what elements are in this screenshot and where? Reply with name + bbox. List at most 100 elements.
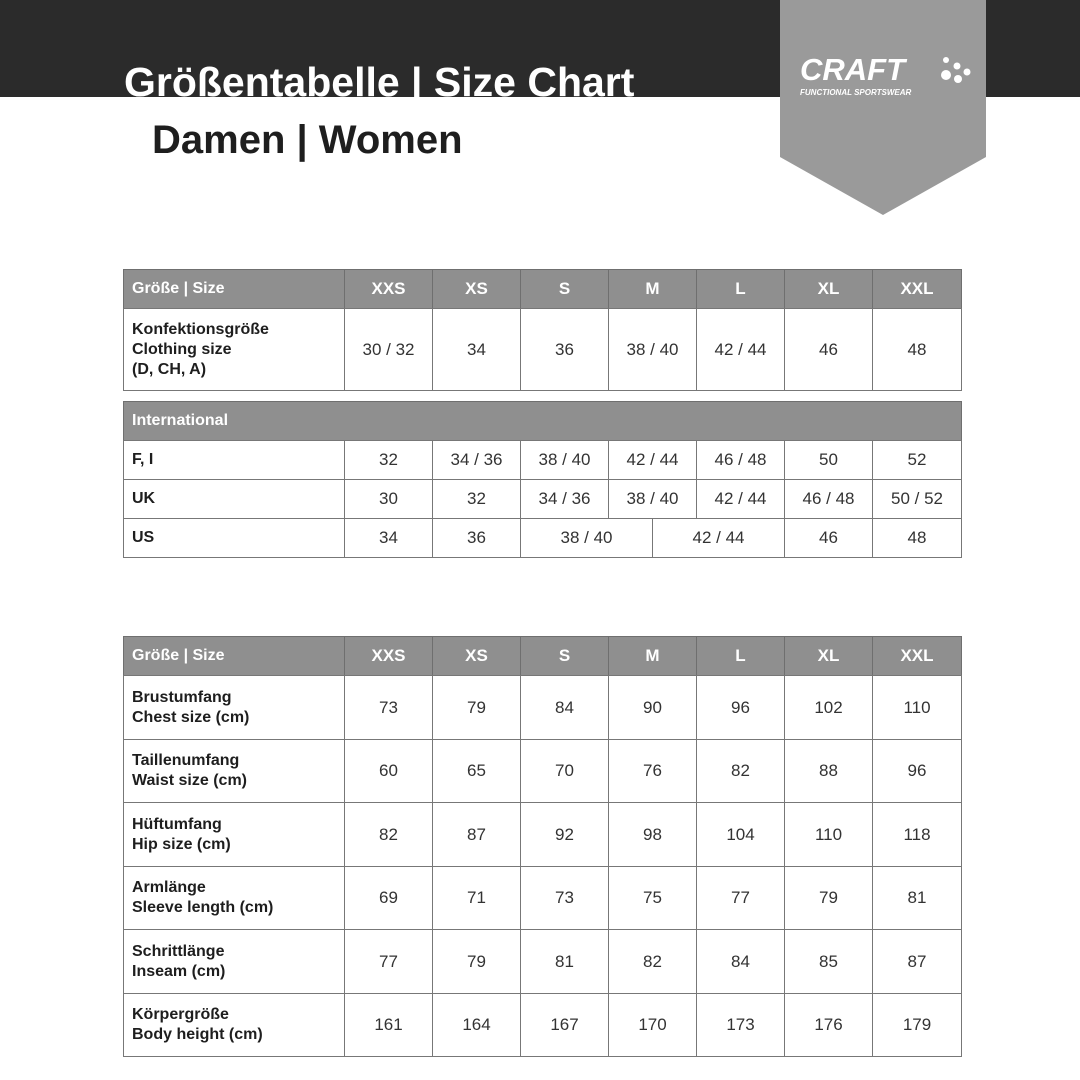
measurement-row-value: 81: [520, 929, 609, 994]
us-row-value: 48: [872, 518, 962, 558]
uk-row-value: 30: [344, 479, 433, 519]
logo-tagline: FUNCTIONAL SPORTSWEAR: [800, 88, 912, 97]
fi-row-value: 34 / 36: [432, 440, 521, 480]
measurement-row-value: 71: [432, 866, 521, 930]
measurement-row-value: 104: [696, 802, 785, 867]
us-row-value: 46: [784, 518, 873, 558]
fi-row-label: F, I: [123, 440, 345, 480]
table1-header-size: M: [608, 269, 697, 309]
measurement-row-value: 161: [344, 993, 433, 1057]
measurement-row-value: 92: [520, 802, 609, 867]
measurement-row-label: Körpergröße Body height (cm): [123, 993, 345, 1057]
table2-header-size: XL: [784, 636, 873, 676]
uk-row-value: 42 / 44: [696, 479, 785, 519]
table2-header-size: L: [696, 636, 785, 676]
table2-header-label: Größe | Size: [123, 636, 345, 676]
measurement-row-value: 81: [872, 866, 962, 930]
us-row-value: 34: [344, 518, 433, 558]
fi-row-value: 46 / 48: [696, 440, 785, 480]
fi-row-value: 32: [344, 440, 433, 480]
table1-header-size: L: [696, 269, 785, 309]
table2-header-size: S: [520, 636, 609, 676]
measurement-row-value: 70: [520, 739, 609, 803]
measurement-row-value: 73: [344, 675, 433, 740]
measurement-row-value: 87: [872, 929, 962, 994]
measurement-row-value: 110: [872, 675, 962, 740]
measurement-row-value: 79: [432, 675, 521, 740]
table1-header-label: Größe | Size: [123, 269, 345, 309]
clothing-size-row-value: 34: [432, 308, 521, 391]
measurement-row-label: Hüftumfang Hip size (cm): [123, 802, 345, 867]
table2-header-size: XXS: [344, 636, 433, 676]
fi-row-value: 52: [872, 440, 962, 480]
measurement-row-label: Armlänge Sleeve length (cm): [123, 866, 345, 930]
measurement-row-value: 82: [696, 739, 785, 803]
measurement-row-value: 87: [432, 802, 521, 867]
table2-header-size: M: [608, 636, 697, 676]
measurement-row-value: 88: [784, 739, 873, 803]
measurement-row-value: 176: [784, 993, 873, 1057]
measurement-row-value: 170: [608, 993, 697, 1057]
measurement-row-value: 102: [784, 675, 873, 740]
measurement-row-value: 82: [608, 929, 697, 994]
us-row-label: US: [123, 518, 345, 558]
uk-row-value: 38 / 40: [608, 479, 697, 519]
measurement-row-value: 60: [344, 739, 433, 803]
table2-header-size: XS: [432, 636, 521, 676]
uk-row-value: 32: [432, 479, 521, 519]
table1-header-size: XXS: [344, 269, 433, 309]
table1-header-size: XS: [432, 269, 521, 309]
measurement-row-value: 79: [432, 929, 521, 994]
measurement-row-value: 69: [344, 866, 433, 930]
us-row-value: 38 / 40: [520, 518, 653, 558]
uk-row-label: UK: [123, 479, 345, 519]
fi-row-value: 50: [784, 440, 873, 480]
measurement-row-value: 79: [784, 866, 873, 930]
measurement-row-value: 82: [344, 802, 433, 867]
logo-brand: CRAFT: [800, 52, 906, 87]
uk-row-value: 46 / 48: [784, 479, 873, 519]
measurement-row-value: 96: [872, 739, 962, 803]
page-title: Größentabelle | Size Chart: [124, 59, 635, 97]
craft-logo-badge: CRAFT FUNCTIONAL SPORTSWEAR: [780, 0, 986, 215]
measurement-row-value: 90: [608, 675, 697, 740]
clothing-size-row-value: 38 / 40: [608, 308, 697, 391]
clothing-size-row-value: 48: [872, 308, 962, 391]
measurement-row-value: 84: [696, 929, 785, 994]
fi-row-value: 38 / 40: [520, 440, 609, 480]
clothing-size-row-label: Konfektionsgröße Clothing size (D, CH, A…: [123, 308, 345, 391]
table1-header-size: XL: [784, 269, 873, 309]
measurement-row-value: 85: [784, 929, 873, 994]
measurement-row-value: 65: [432, 739, 521, 803]
table2-header-size: XXL: [872, 636, 962, 676]
measurement-row-value: 75: [608, 866, 697, 930]
clothing-size-row-value: 42 / 44: [696, 308, 785, 391]
fi-row-value: 42 / 44: [608, 440, 697, 480]
international-header: International: [123, 401, 962, 441]
measurement-row-value: 77: [344, 929, 433, 994]
measurement-row-value: 96: [696, 675, 785, 740]
uk-row-value: 50 / 52: [872, 479, 962, 519]
measurement-row-value: 173: [696, 993, 785, 1057]
us-row-value: 42 / 44: [652, 518, 785, 558]
uk-row-value: 34 / 36: [520, 479, 609, 519]
us-row-value: 36: [432, 518, 521, 558]
measurement-row-value: 98: [608, 802, 697, 867]
measurement-row-value: 73: [520, 866, 609, 930]
measurement-row-value: 76: [608, 739, 697, 803]
clothing-size-row-value: 30 / 32: [344, 308, 433, 391]
measurement-row-label: Taillenumfang Waist size (cm): [123, 739, 345, 803]
measurement-row-value: 77: [696, 866, 785, 930]
measurement-row-value: 110: [784, 802, 873, 867]
measurement-row-label: Schrittlänge Inseam (cm): [123, 929, 345, 994]
measurement-row-value: 164: [432, 993, 521, 1057]
measurement-row-value: 118: [872, 802, 962, 867]
clothing-size-row-value: 36: [520, 308, 609, 391]
table1-header-size: S: [520, 269, 609, 309]
page-subtitle: Damen | Women: [152, 118, 463, 162]
clothing-size-row-value: 46: [784, 308, 873, 391]
badge-shape: [780, 0, 986, 215]
measurement-row-value: 84: [520, 675, 609, 740]
table1-header-size: XXL: [872, 269, 962, 309]
measurement-row-label: Brustumfang Chest size (cm): [123, 675, 345, 740]
